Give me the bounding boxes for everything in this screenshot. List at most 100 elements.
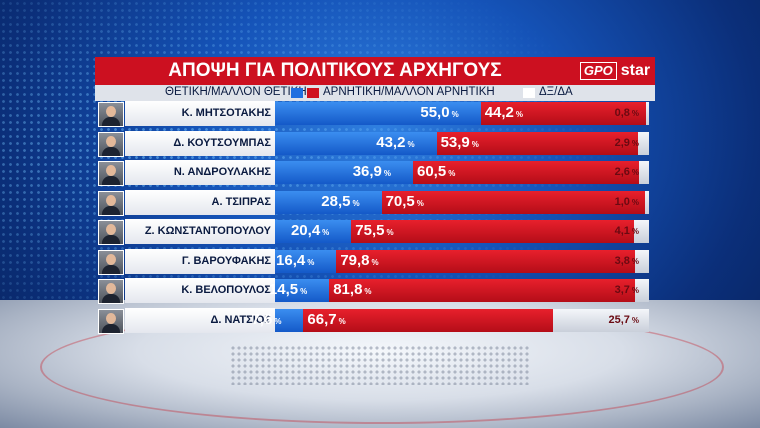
category-label: Δ. ΝΑΤΣΙΟΣ [125,307,275,333]
percent-sign: % [631,286,639,295]
data-label-neg: 70,5% [386,193,424,210]
legend-label-negative: ΑΡΝΗΤΙΚΗ/ΜΑΛΛΟΝ ΑΡΝΗΤΙΚΗ [323,86,495,98]
data-label-dk: 2,9% [615,137,639,149]
data-label-value: 66,7 [307,310,337,328]
data-label-pos: 36,9% [353,163,391,180]
chart-row: Δ. ΚΟΥΤΣΟΥΜΠΑΣ 43,2% 53,9% 2,9% [95,130,655,157]
leader-photo [98,220,124,245]
category-label: Κ. ΒΕΛΟΠΟΥΛΟΣ [125,278,275,303]
category-label: Κ. ΜΗΤΣΟΤΑΚΗΣ [125,101,275,126]
percent-sign: % [631,256,639,266]
bar-positive [275,190,382,214]
data-label-pos: 16,4% [276,252,314,269]
data-label-value: 36,9 [352,163,382,180]
data-label-value: 14,5 [268,281,299,298]
data-label-value: 43,2 [376,133,406,151]
stacked-bar: 55,0% 44,2% 0,8% [275,102,649,125]
data-label-value: 44,2 [484,104,514,121]
bar-dk [645,190,649,214]
bar-negative [480,102,646,125]
leader-photo [98,102,124,127]
star-logo-text: star [620,62,651,79]
bar-positive [275,220,352,243]
bar-positive [275,308,304,332]
percent-sign: % [631,197,639,207]
category-label: Γ. ΒΑΡΟΥΦΑΚΗΣ [125,248,275,274]
data-label-dk: 2,6% [615,166,639,178]
stacked-bar: 20,4% 75,5% 4,1% [275,220,649,243]
bar-dk [634,249,649,273]
leader-photo [98,131,124,157]
bar-negative [329,279,636,302]
chart-row: Ζ. ΚΩΝΣΤΑΝΤΟΠΟΥΛΟΥ 20,4% 75,5% 4,1% [95,219,655,245]
channel-logo: GPO star [575,57,655,85]
chart-row: Κ. ΜΗΤΣΟΤΑΚΗΣ 55,0% 44,2% 0,8% [95,101,655,127]
data-label-value: 0,8 [614,107,630,119]
stacked-bar: 14,5% 81,8% 3,7% [269,279,649,302]
data-label-pos: 55,0% [420,104,458,121]
percent-sign: % [631,138,639,148]
stacked-bar: 43,2% 53,9% 2,9% [275,131,649,155]
leader-photo [98,190,124,216]
data-label-dk: 3,7% [615,284,639,296]
data-label-value: 4,1 [614,225,630,237]
percent-sign: % [352,198,360,208]
percent-sign: % [515,110,524,119]
data-label-dk: 25,7% [608,314,639,326]
stacked-bar: 7,6% 66,7% 25,7% [251,308,649,332]
bar-dk [635,279,649,302]
data-label-value: 55,0 [420,104,450,121]
legend-label-dk: ΔΞ/ΔΑ [539,86,573,98]
percent-sign: % [371,257,379,267]
percent-sign: % [448,169,456,178]
percent-sign: % [386,228,394,237]
bar-positive [275,279,330,302]
data-label-value: 28,5 [321,192,351,210]
bar-negative [351,220,634,243]
percent-sign: % [631,315,639,325]
data-label-value: 2,6 [614,166,630,178]
data-label-neg: 53,9% [441,134,479,151]
stacked-bar: 36,9% 60,5% 2,6% [275,161,649,184]
leader-photo [98,279,124,304]
percent-sign: % [407,139,415,149]
leader-photo [98,249,124,275]
percent-sign: % [364,287,372,296]
chart-row: Α. ΤΣΙΠΡΑΣ 28,5% 70,5% 1,0% [95,189,655,216]
data-label-value: 70,5 [385,192,415,210]
data-label-dk: 0,8% [615,107,639,119]
percent-sign: % [451,110,459,119]
bar-dk [633,220,649,243]
percent-sign: % [383,169,392,178]
legend-swatch-positive [291,88,303,98]
data-label-pos: 43,2% [376,134,414,151]
bar-negative [303,308,553,332]
chart-title: ΑΠΟΨΗ ΓΙΑ ΠΟΛΙΤΙΚΟΥΣ ΑΡΧΗΓΟΥΣ [95,57,575,85]
data-label-dk: 3,8% [615,255,639,267]
percent-sign: % [471,139,479,149]
data-label-pos: 20,4% [291,222,329,239]
bar-negative [336,249,635,273]
bar-positive [275,249,337,273]
data-label-value: 79,8 [340,251,370,269]
bar-dk [638,131,649,155]
bar-negative [413,161,640,184]
data-label-value: 2,9 [614,136,630,149]
legend-swatch-negative [307,88,319,98]
data-label-neg: 81,8% [333,281,371,298]
data-label-neg: 75,5% [355,222,393,239]
data-label-value: 25,7 [608,313,630,326]
stacked-bar: 16,4% 79,8% 3,8% [275,249,649,273]
chart-row: Δ. ΝΑΤΣΙΟΣ 7,6% 66,7% 25,7% [95,307,655,334]
percent-sign: % [631,109,639,118]
percent-sign: % [307,257,315,267]
data-label-value: 75,5 [355,222,385,239]
chart-row: Ν. ΑΝΔΡΟΥΛΑΚΗΣ 36,9% 60,5% 2,6% [95,160,655,186]
data-label-pos: 14,5% [269,281,307,298]
legend-swatch-dk [523,88,535,98]
data-label-value: 81,8 [333,281,363,298]
stacked-bar: 28,5% 70,5% 1,0% [275,190,649,214]
data-label-neg: 66,7% [307,311,345,328]
bar-dk [639,161,649,184]
category-label: Δ. ΚΟΥΤΣΟΥΜΠΑΣ [125,130,275,156]
